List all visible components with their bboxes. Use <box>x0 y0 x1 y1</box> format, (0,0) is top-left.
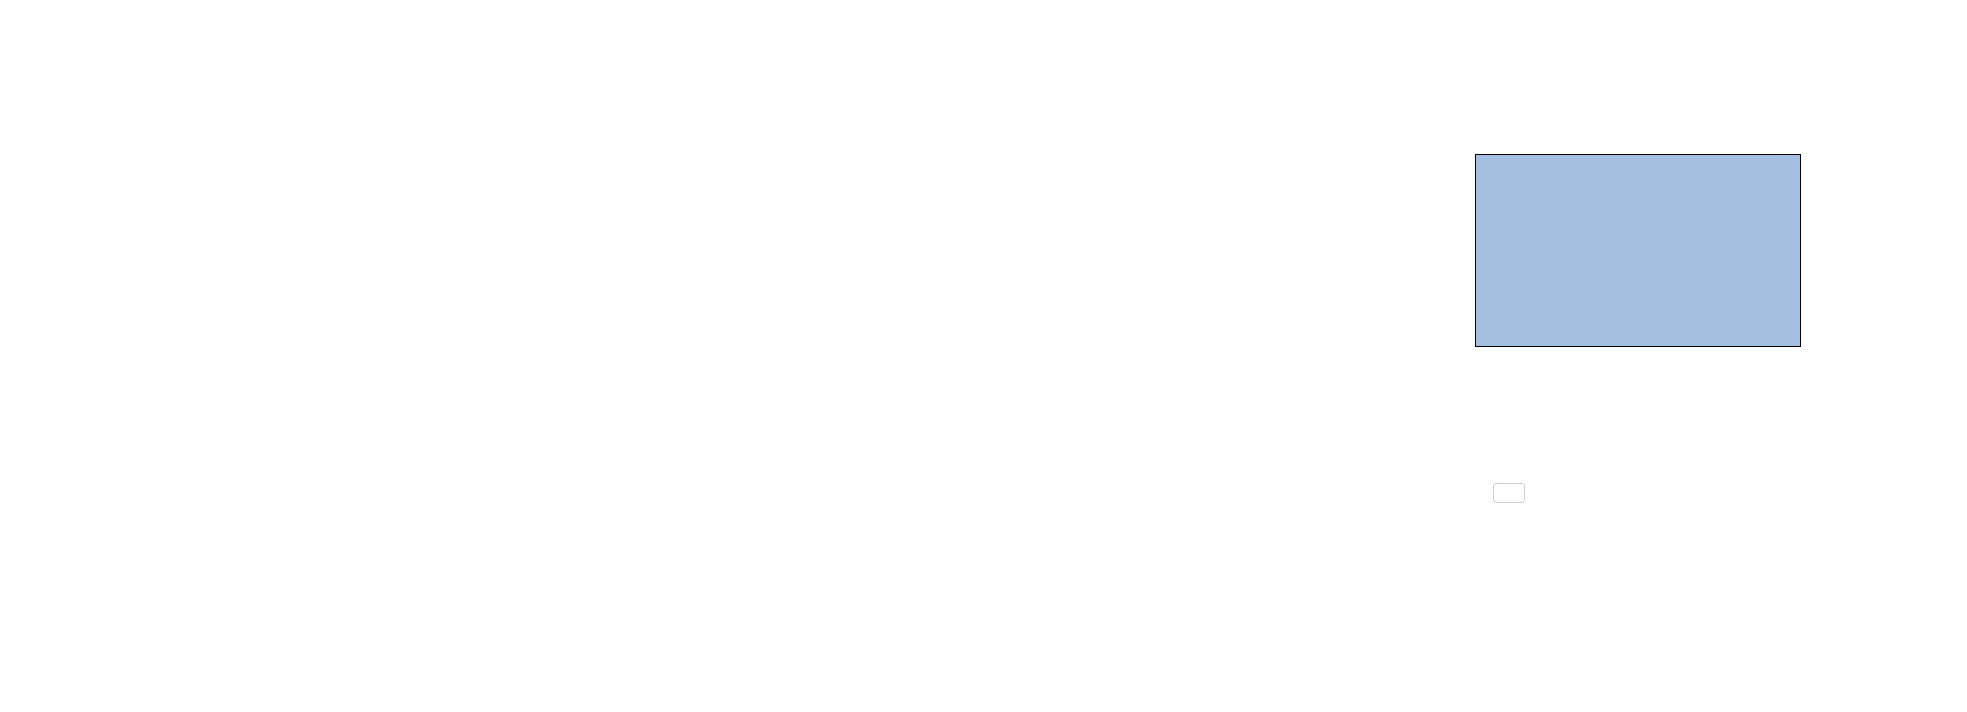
location-map <box>1475 154 1801 347</box>
series-legend <box>1493 483 1525 503</box>
